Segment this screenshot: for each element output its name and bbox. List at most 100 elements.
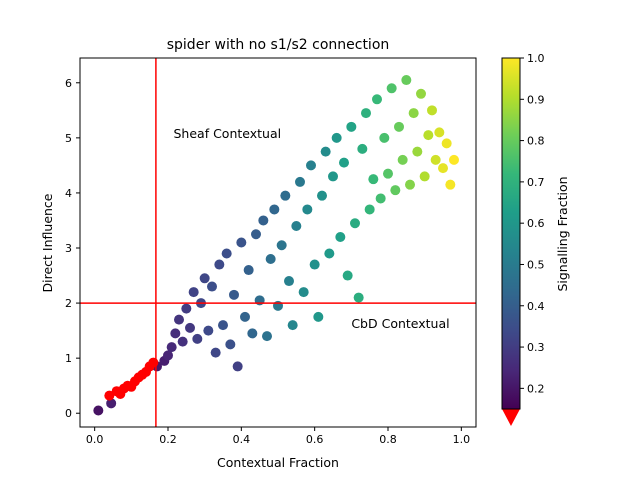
- scatter-point: [364, 204, 375, 215]
- colorbar-ticks: 0.2 0.3 0.4 0.5 0.6 0.7 0.8 0.9 1.0: [520, 52, 545, 395]
- scatter-point: [427, 105, 437, 116]
- scatter-point: [243, 265, 254, 276]
- scatter-point: [247, 328, 258, 339]
- scatter-point: [240, 311, 250, 322]
- scatter-point: [210, 347, 221, 358]
- scatter-point: [383, 168, 393, 179]
- scatter-point: [170, 328, 181, 339]
- x-tick-label: 0.2: [159, 433, 177, 446]
- scatter-point: [276, 240, 287, 251]
- colorbar-tick-label: 0.7: [527, 176, 545, 189]
- annotation-sheaf-contextual: Sheaf Contextual: [174, 126, 282, 141]
- x-tick-label: 1.0: [453, 433, 471, 446]
- scatter-point: [423, 130, 434, 141]
- colorbar-tick-label: 0.2: [527, 382, 545, 395]
- scatter-point: [177, 336, 188, 347]
- scatter-point: [331, 132, 342, 143]
- colorbar-tick-label: 0.5: [527, 258, 545, 271]
- annotation-cbd-contextual: CbD Contextual: [351, 316, 449, 331]
- scatter-point: [445, 179, 456, 190]
- scatter-point: [397, 154, 408, 165]
- scatter-point: [207, 281, 217, 292]
- scatter-point: [203, 325, 214, 336]
- colorbar-tick-label: 0.6: [527, 217, 545, 230]
- scatter-point: [106, 398, 117, 409]
- scatter-point: [390, 185, 401, 196]
- scatter-point: [309, 259, 320, 270]
- x-tick-label: 0.6: [306, 433, 324, 446]
- x-axis-ticks: 0.0 0.2 0.4 0.6 0.8 1.0: [86, 427, 470, 446]
- scatter-point: [287, 320, 298, 331]
- y-tick-label: 1: [65, 352, 72, 365]
- scatter-point: [419, 171, 430, 182]
- y-tick-label: 4: [65, 187, 72, 200]
- scatter-point: [306, 160, 316, 171]
- scatter-point: [181, 303, 192, 314]
- scatter-point: [449, 154, 459, 165]
- scatter-point: [353, 292, 364, 303]
- scatter-point: [284, 276, 294, 287]
- chart-title: spider with no s1/s2 connection: [167, 37, 390, 53]
- scatter-point: [438, 163, 448, 174]
- scatter-point: [416, 88, 426, 99]
- x-tick-label: 0.0: [86, 433, 104, 446]
- colorbar-tick-label: 0.9: [527, 93, 545, 106]
- y-axis-label: Direct Influence: [40, 193, 55, 292]
- scatter-point: [229, 289, 239, 300]
- x-tick-label: 0.4: [233, 433, 251, 446]
- scatter-point: [262, 331, 272, 342]
- scatter-point: [251, 229, 261, 240]
- scatter-point: [339, 157, 349, 168]
- scatter-point: [368, 174, 379, 185]
- scatter-point: [320, 146, 331, 157]
- colorbar: [502, 58, 520, 409]
- scatter-point: [441, 138, 452, 149]
- scatter-point: [379, 132, 390, 143]
- x-tick-label: 0.8: [379, 433, 397, 446]
- colorbar-frame: [501, 57, 521, 410]
- scatter-point: [346, 121, 357, 132]
- scatter-point: [430, 154, 441, 165]
- plot-frame: [79, 57, 477, 428]
- scatter-point: [361, 108, 371, 119]
- scatter-point: [148, 357, 159, 368]
- colorbar-label: Signalling Fraction: [555, 176, 570, 291]
- y-tick-label: 6: [65, 77, 72, 90]
- scatter-point: [199, 273, 210, 284]
- scatter-point: [313, 311, 324, 322]
- scatter-point: [335, 231, 346, 242]
- scatter-point: [434, 127, 445, 138]
- y-tick-label: 3: [65, 242, 72, 255]
- colorbar-tick-label: 0.8: [527, 135, 545, 148]
- scatter-point: [265, 254, 276, 265]
- scatter-point: [214, 259, 225, 270]
- scatter-point: [174, 314, 184, 325]
- scatter-point: [408, 108, 419, 119]
- scatter-point: [342, 270, 353, 281]
- scatter-point: [394, 121, 404, 132]
- scatter-point: [163, 350, 173, 361]
- scatter-points: [93, 75, 459, 416]
- scatter-point: [269, 204, 280, 215]
- scatter-point: [280, 190, 291, 201]
- scatter-point: [372, 94, 382, 105]
- scatter-point: [401, 75, 412, 86]
- scatter-point: [298, 287, 309, 298]
- scatter-point: [225, 339, 236, 350]
- scatter-point: [405, 179, 415, 190]
- x-axis-label: Contextual Fraction: [217, 455, 339, 470]
- scatter-point: [291, 220, 302, 231]
- y-tick-label: 5: [65, 132, 72, 145]
- scatter-point: [328, 171, 338, 182]
- colorbar-tick-label: 0.4: [527, 300, 545, 313]
- y-axis-ticks: 0 1 2 3 4 5 6: [65, 77, 80, 420]
- colorbar-tick-label: 0.3: [527, 341, 545, 354]
- scatter-point: [386, 83, 397, 94]
- scatter-point: [317, 190, 327, 201]
- scatter-point: [218, 320, 228, 331]
- scatter-point: [302, 204, 313, 215]
- colorbar-tick-label: 1.0: [527, 52, 545, 65]
- scatter-point: [412, 146, 423, 157]
- scatter-point: [166, 342, 177, 353]
